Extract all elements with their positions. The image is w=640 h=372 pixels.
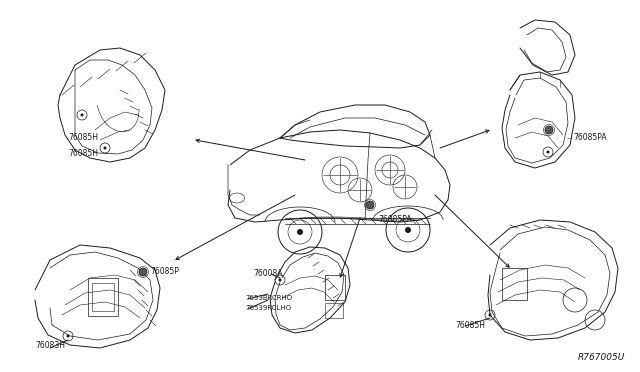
Circle shape [366, 201, 374, 209]
Bar [92, 283, 114, 311]
Text: 7653BRCRHO: 7653BRCRHO [245, 295, 292, 301]
Text: 76085H: 76085H [455, 321, 485, 330]
Text: 76539RCLHO: 76539RCLHO [245, 305, 291, 311]
Circle shape [405, 227, 411, 233]
Bar [502, 268, 527, 300]
Text: 76085PA: 76085PA [573, 134, 607, 142]
Circle shape [139, 268, 147, 276]
Text: R767005U: R767005U [578, 353, 625, 362]
Circle shape [278, 279, 282, 282]
Circle shape [488, 314, 492, 317]
Circle shape [81, 113, 83, 116]
Text: 76083H: 76083H [35, 341, 65, 350]
Text: 76085PA: 76085PA [378, 215, 412, 224]
Text: 76085H: 76085H [68, 148, 98, 157]
Circle shape [104, 147, 106, 150]
Text: 76085P: 76085P [150, 267, 179, 276]
Text: 76008A: 76008A [253, 269, 282, 278]
Circle shape [67, 334, 70, 337]
Bar [88, 278, 118, 316]
Bar [325, 275, 345, 300]
Circle shape [547, 151, 550, 154]
Bar [325, 303, 343, 318]
Text: 76085H: 76085H [68, 134, 98, 142]
Circle shape [297, 229, 303, 235]
Circle shape [545, 126, 553, 134]
